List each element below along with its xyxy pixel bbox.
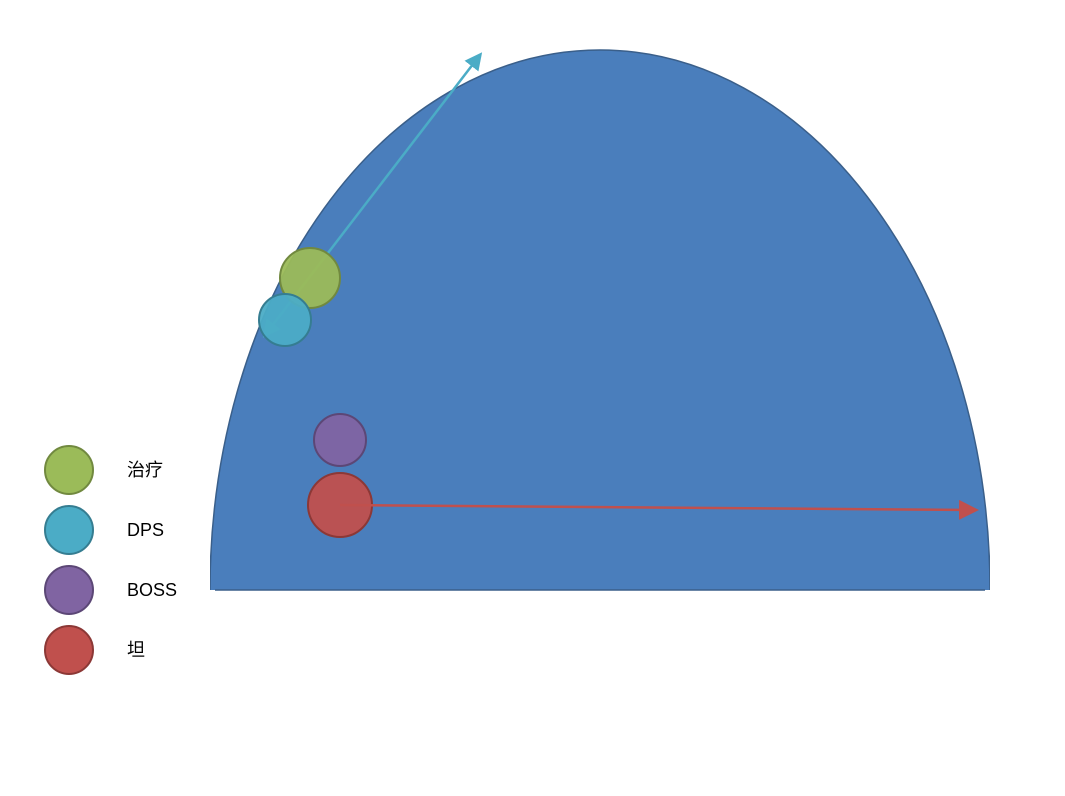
diagram-stage: 治疗 DPS BOSS 坦 [0, 0, 1065, 796]
legend-swatch-0 [45, 446, 93, 494]
node-dps [259, 294, 311, 346]
legend-label-0: 治疗 [127, 460, 163, 480]
legend-label-3: 坦 [127, 640, 145, 660]
legend-swatch-3 [45, 626, 93, 674]
legend-label-2: BOSS [127, 580, 177, 600]
node-boss [314, 414, 366, 466]
legend-swatch-1 [45, 506, 93, 554]
legend-swatch-2 [45, 566, 93, 614]
legend-label-1: DPS [127, 520, 164, 540]
legend: 治疗 DPS BOSS 坦 [45, 446, 177, 674]
